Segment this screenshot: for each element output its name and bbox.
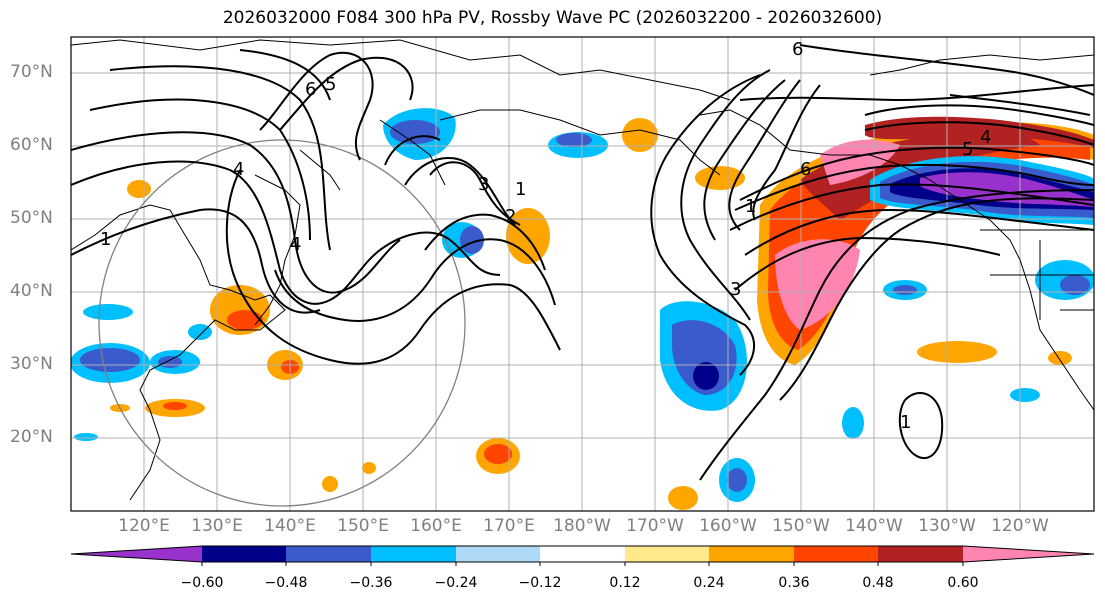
colorbar-bin: [371, 546, 456, 562]
colorbar-extend-high: [963, 546, 1094, 562]
colorbar-tick-label: −0.12: [518, 575, 562, 591]
contour-label: 2: [505, 206, 516, 227]
colorbar-tick-label: 0.48: [862, 575, 894, 591]
contour-label: 1: [745, 196, 756, 217]
contour-label: 1: [100, 229, 111, 250]
contour-label: 6: [792, 39, 803, 60]
plot-frame: [70, 36, 1095, 512]
colorbar: [70, 545, 1095, 566]
lon-label: 140°E: [264, 516, 316, 536]
lon-label: 160°W: [699, 516, 757, 536]
lon-label: 150°W: [772, 516, 830, 536]
lon-label: 170°W: [626, 516, 684, 536]
colorbar-extend-low: [71, 546, 202, 562]
coastlines: [71, 39, 1094, 501]
colorbar-bin: [878, 546, 963, 562]
colorbar-tick-label: −0.36: [349, 575, 393, 591]
lon-label: 120°E: [118, 516, 170, 536]
contour-label: 4: [290, 234, 301, 255]
contour-label: 4: [233, 159, 244, 180]
lon-label: 130°E: [191, 516, 243, 536]
colorbar-tick-label: −0.48: [264, 575, 308, 591]
contour-label: 5: [325, 74, 336, 95]
lon-label: 120°W: [991, 516, 1049, 536]
contour-label: 4: [980, 127, 991, 148]
contour-label: 6: [305, 79, 316, 100]
contour-label: 1: [515, 179, 526, 200]
colorbar-tick-label: 0.12: [609, 575, 641, 591]
map-title: 2026032000 F084 300 hPa PV, Rossby Wave …: [222, 8, 883, 28]
lat-label: 40°N: [10, 281, 53, 301]
lon-label: 170°E: [483, 516, 535, 536]
contour-label: 1: [900, 412, 911, 433]
colorbar-bin: [625, 546, 709, 562]
contour-label: 3: [478, 174, 489, 195]
contour-label-group: 6 5 4 4 1 1 3 2 6 5 4 3 1 6 1: [100, 39, 991, 433]
colorbar-tick-label: 0.24: [693, 575, 725, 591]
colorbar-bin: [540, 546, 625, 562]
colorbar-bin: [794, 546, 878, 562]
colorbar-bin: [202, 546, 286, 562]
colorbar-bin: [456, 546, 540, 562]
contour-label: 5: [962, 139, 973, 160]
colorbar-tick-label: 0.36: [778, 575, 810, 591]
lon-label: 150°E: [337, 516, 389, 536]
lat-label: 60°N: [10, 135, 53, 155]
pv-contours: [71, 44, 1094, 481]
lat-label: 30°N: [10, 354, 53, 374]
lon-label: 130°W: [918, 516, 976, 536]
contour-label: 6: [800, 159, 811, 180]
colorbar-bin: [709, 546, 794, 562]
lat-label: 50°N: [10, 208, 53, 228]
lat-label: 20°N: [10, 427, 53, 447]
colorbar-tick-label: −0.24: [434, 575, 478, 591]
colorbar-bin: [286, 546, 371, 562]
lon-label: 140°W: [845, 516, 903, 536]
great-circle: [98, 139, 466, 507]
colorbar-tick-label: −0.60: [180, 575, 224, 591]
lon-label: 160°E: [410, 516, 462, 536]
contour-label: 3: [730, 279, 741, 300]
colorbar-tick-label: 0.60: [947, 575, 979, 591]
lat-label: 70°N: [10, 62, 53, 82]
lon-label: 180°W: [553, 516, 611, 536]
